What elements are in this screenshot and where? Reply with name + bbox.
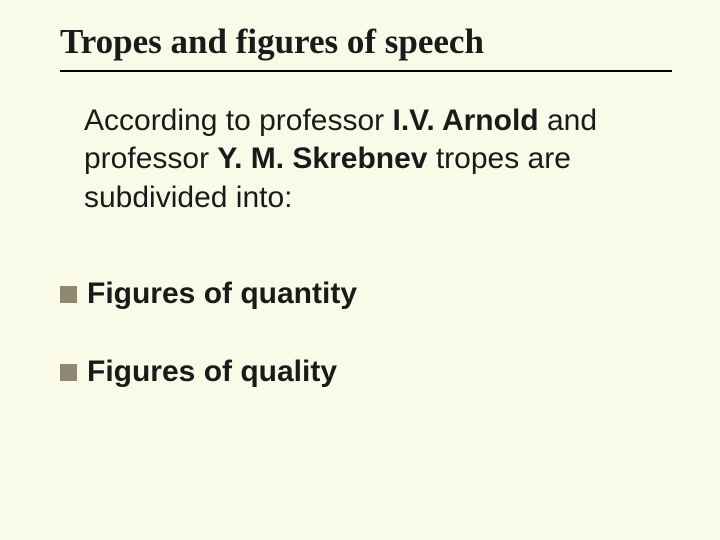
slide-title: Tropes and figures of speech [60,22,672,62]
list-item: Figures of quality [60,355,672,389]
square-bullet-icon [60,364,77,381]
list-item-label: Figures of quality [87,355,337,389]
bullet-list: Figures of quantity Figures of quality [60,277,672,389]
intro-name-arnold: I.V. Arnold [392,104,538,137]
list-item-label: Figures of quantity [87,277,357,311]
intro-text: According to professor [84,104,392,137]
intro-paragraph: According to professor I.V. Arnold and p… [84,102,672,217]
slide: Tropes and figures of speech According t… [0,0,720,540]
list-item: Figures of quantity [60,277,672,311]
square-bullet-icon [60,286,77,303]
intro-name-skrebnev: Y. M. Skrebnev [217,142,427,175]
title-underline [60,70,672,72]
